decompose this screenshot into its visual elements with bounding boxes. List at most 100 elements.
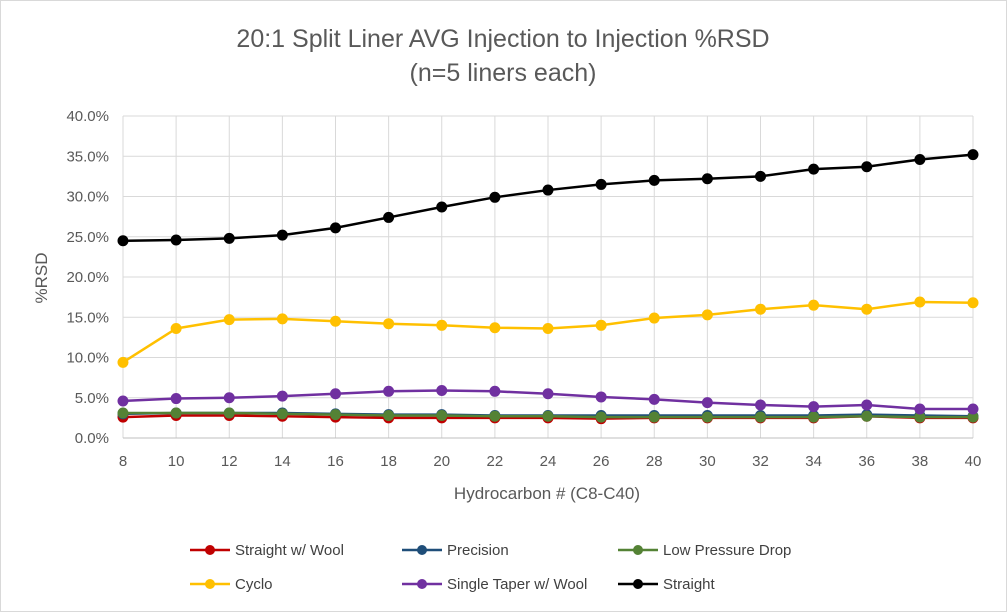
legend-swatch-marker [417,579,427,589]
y-tick-label: 25.0% [66,229,109,246]
data-point [542,323,554,335]
legend-entry: Single Taper w/ Wool [402,576,587,593]
x-tick-label: 10 [168,453,185,470]
data-point [276,408,288,420]
x-tick-label: 12 [221,453,238,470]
legend-entry: Low Pressure Drop [618,542,791,559]
data-point [542,388,554,400]
legend: Straight w/ Wool Precision Low Pressure Dr… [190,542,791,593]
legend-label: Single Taper w/ Wool [447,576,587,593]
y-tick-label: 15.0% [66,309,109,326]
data-point [861,161,873,173]
data-point [861,410,873,422]
y-tick-label: 40.0% [66,108,109,125]
data-point [330,409,341,421]
data-point [383,385,395,397]
data-point [808,299,820,311]
chart-title: 20:1 Split Liner AVG Injection to Inject… [236,25,769,53]
data-point [755,411,766,423]
y-axis-label: %RSD [32,252,51,303]
data-point [861,303,873,315]
data-point [808,163,820,175]
data-point [489,385,501,397]
data-point [542,410,554,422]
data-point [383,211,395,223]
x-tick-label: 34 [805,453,822,470]
data-point [170,234,182,246]
data-point [861,399,873,411]
legend-entry: Cyclo [190,576,273,593]
data-point [542,184,554,196]
legend-swatch-marker [417,545,427,555]
data-point [170,323,182,335]
series-straight [117,149,979,247]
x-tick-label: 40 [965,453,982,470]
data-point [330,315,341,327]
y-tick-label: 35.0% [66,148,109,165]
data-point [436,201,448,213]
data-point [701,173,713,185]
y-tick-label: 30.0% [66,189,109,206]
data-point [223,232,235,244]
data-point [808,401,820,413]
data-point [276,390,288,402]
series-low-pressure-drop [117,407,979,423]
legend-label: Straight [663,576,716,593]
x-tick-label: 32 [752,453,769,470]
data-point [117,356,129,368]
x-tick-label: 30 [699,453,716,470]
data-point [755,303,766,315]
data-point [808,411,820,423]
data-point [648,393,660,405]
data-point [223,314,235,326]
data-point [383,409,395,421]
legend-label: Precision [447,542,509,559]
y-tick-label: 20.0% [66,269,109,286]
data-point [223,392,235,404]
x-tick-label: 28 [646,453,663,470]
y-tick-label: 10.0% [66,350,109,367]
data-point [914,403,926,415]
x-tick-label: 16 [327,453,344,470]
data-point [595,178,607,190]
data-point [276,229,288,241]
x-tick-label: 24 [540,453,557,470]
data-point [117,395,129,407]
series-single-taper-w-wool [117,385,979,415]
x-tick-label: 18 [380,453,397,470]
data-point [914,153,926,165]
x-tick-label: 20 [433,453,450,470]
x-tick-label: 36 [858,453,875,470]
legend-entry: Straight [618,576,716,593]
legend-swatch-marker [205,545,215,555]
y-tick-label: 5.0% [75,390,109,407]
data-point [489,410,501,422]
legend-label: Cyclo [235,576,273,593]
x-tick-label: 22 [487,453,504,470]
data-point [595,411,607,423]
data-point [648,312,660,324]
legend-label: Low Pressure Drop [663,542,791,559]
data-point [330,388,341,400]
chart-subtitle: (n=5 liners each) [410,59,597,87]
x-tick-label: 14 [274,453,291,470]
legend-entry: Straight w/ Wool [190,542,344,559]
data-point [330,222,341,234]
data-point [701,397,713,409]
data-point [701,411,713,423]
legend-label: Straight w/ Wool [235,542,344,559]
x-tick-label: 26 [593,453,610,470]
data-point [967,403,979,415]
data-point [967,149,979,161]
y-tick-label: 0.0% [75,430,109,447]
data-point [755,170,766,182]
data-point [595,391,607,403]
axes: 0.0% 5.0% 10.0% 15.0% 20.0% 25.0% 30.0% 35.0% 40… [66,108,981,470]
data-point [914,296,926,308]
data-point [170,407,182,419]
legend-swatch-marker [205,579,215,589]
data-point [489,322,501,334]
data-point [489,191,501,203]
data-point [648,411,660,423]
